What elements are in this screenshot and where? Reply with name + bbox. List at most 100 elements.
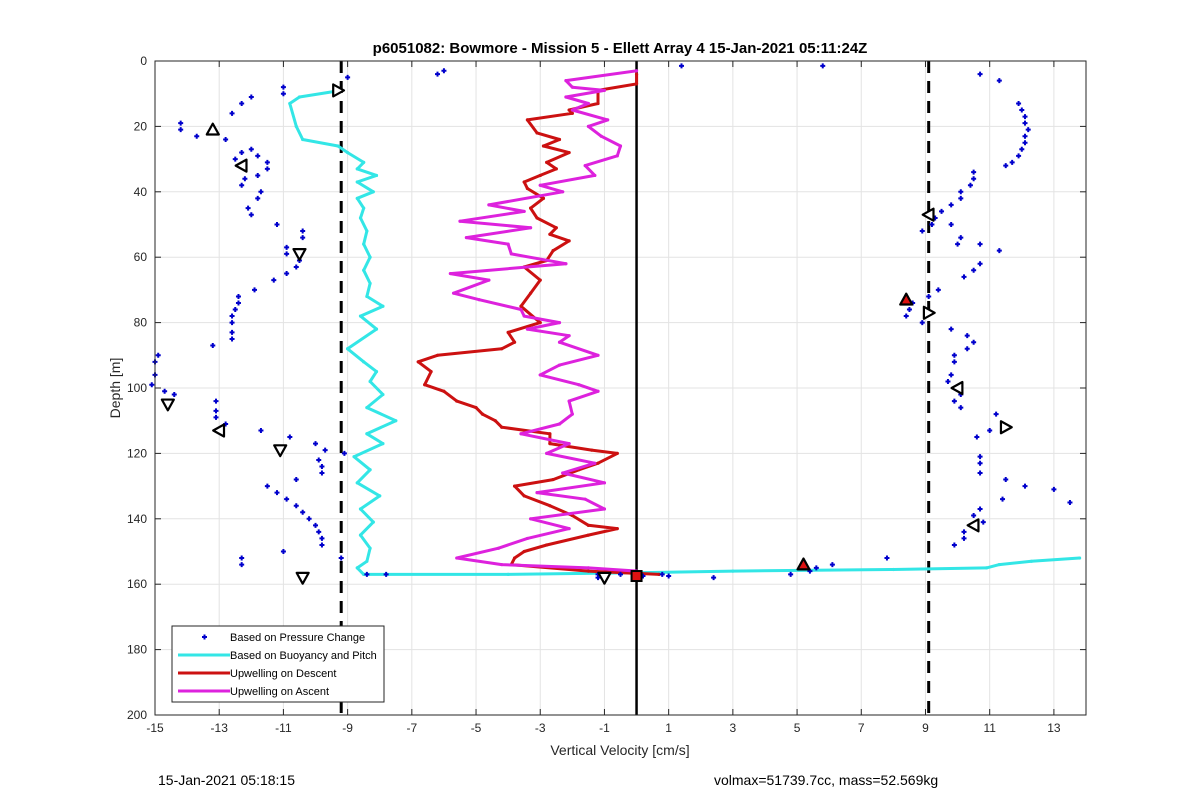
pressure-change-point [300, 228, 306, 234]
triangle-down-marker [295, 571, 310, 585]
series-vertex [634, 82, 639, 86]
pressure-change-point [971, 513, 977, 519]
series-vertex [512, 484, 517, 488]
pressure-change-point [987, 428, 993, 434]
pressure-change-point [149, 382, 155, 388]
series-vertex [535, 491, 539, 495]
y-tick-label: 200 [127, 708, 147, 722]
pressure-change-point [255, 172, 261, 178]
series-vertex [374, 370, 379, 374]
series-vertex [500, 425, 504, 429]
series-vertex [596, 461, 600, 465]
series-vertex [602, 88, 607, 93]
series-vertex [548, 232, 552, 236]
y-tick-label: 180 [127, 643, 147, 657]
pressure-change-point [964, 333, 970, 339]
series-vertex [368, 468, 372, 472]
pressure-change-point [239, 182, 245, 188]
pressure-change-point [239, 562, 245, 568]
pressure-change-point [341, 450, 347, 456]
triangle-left-marker [921, 207, 935, 222]
pressure-change-point [1000, 496, 1006, 502]
pressure-change-point [223, 136, 229, 142]
x-tick-label: -1 [599, 721, 610, 735]
series-vertex [545, 451, 549, 455]
pressure-change-point [974, 434, 980, 440]
series-vertex [984, 566, 989, 570]
legend-entry-label: Based on Pressure Change [230, 632, 365, 644]
series-vertex [362, 242, 366, 246]
series-vertex [358, 216, 363, 220]
series-vertex [506, 330, 510, 335]
x-tick-label: 13 [1047, 721, 1061, 735]
pressure-change-point [595, 575, 601, 581]
series-vertex [593, 461, 597, 465]
series-vertex [455, 556, 459, 560]
series-vertex [522, 314, 526, 318]
pressure-change-point [977, 470, 983, 476]
series-vertex [618, 144, 623, 148]
triangle-right-marker [332, 83, 346, 98]
series-vertex [297, 95, 302, 99]
pressure-change-point [659, 571, 665, 577]
series-vertex [371, 520, 375, 524]
series-vertex [487, 203, 491, 207]
x-tick-label: 5 [794, 721, 801, 735]
pressure-change-point [919, 320, 925, 326]
pressure-change-point [274, 490, 280, 496]
pressure-change-point [287, 434, 293, 440]
series-vertex [493, 419, 497, 423]
series-vertex [538, 373, 542, 377]
pressure-change-point [255, 195, 261, 201]
triangle-up-marker [899, 292, 914, 306]
series-vertex [567, 441, 571, 446]
series-vertex [381, 304, 385, 308]
triangle-down-marker [160, 398, 175, 412]
pressure-change-point [977, 261, 983, 267]
pressure-change-point [1022, 140, 1028, 146]
legend-entry-label: Based on Buoyancy and Pitch [230, 650, 377, 662]
pressure-change-point [319, 463, 325, 469]
series-vertex [551, 477, 555, 482]
series-vertex [374, 173, 379, 178]
pressure-change-point [977, 71, 983, 77]
series-vertex [567, 108, 571, 112]
pressure-change-point [264, 483, 270, 489]
chart-title: p6051082: Bowmore - Mission 5 - Ellett A… [373, 40, 868, 57]
series-vertex [586, 533, 590, 537]
pressure-change-point [213, 408, 219, 414]
series-vertex [529, 517, 533, 521]
pressure-change-point [955, 241, 961, 247]
pressure-change-point [678, 63, 684, 69]
pressure-change-point [319, 535, 325, 541]
series-vertex [599, 134, 603, 138]
triangle-left-marker [950, 380, 964, 396]
y-tick-label: 120 [127, 446, 147, 460]
triangle-right-marker [999, 420, 1013, 435]
series-vertex [464, 235, 469, 240]
pressure-change-point [293, 503, 299, 509]
series-vertex [365, 294, 369, 299]
series-vertex [355, 566, 359, 570]
pressure-change-point [919, 228, 925, 234]
pressure-change-point [958, 405, 964, 411]
series-vertex [519, 432, 523, 436]
series-vertex [442, 389, 446, 393]
series-vertex [567, 399, 571, 403]
legend-swatch-points [202, 634, 207, 640]
series-vertex [362, 268, 366, 272]
x-tick-label: -11 [275, 721, 292, 735]
series-vertex [564, 262, 568, 266]
series-vertex [365, 406, 369, 410]
series-vertex [294, 124, 298, 128]
pressure-change-point [280, 549, 286, 554]
series-vertex [590, 448, 594, 452]
series-vertex [548, 432, 552, 436]
pressure-change-point [300, 235, 306, 241]
pressure-change-point [951, 352, 957, 358]
pressure-change-point [971, 339, 977, 345]
x-tick-label: 11 [983, 721, 996, 735]
pressure-change-point [1022, 120, 1028, 126]
series-vertex [545, 543, 549, 547]
pressure-change-point [232, 156, 238, 162]
